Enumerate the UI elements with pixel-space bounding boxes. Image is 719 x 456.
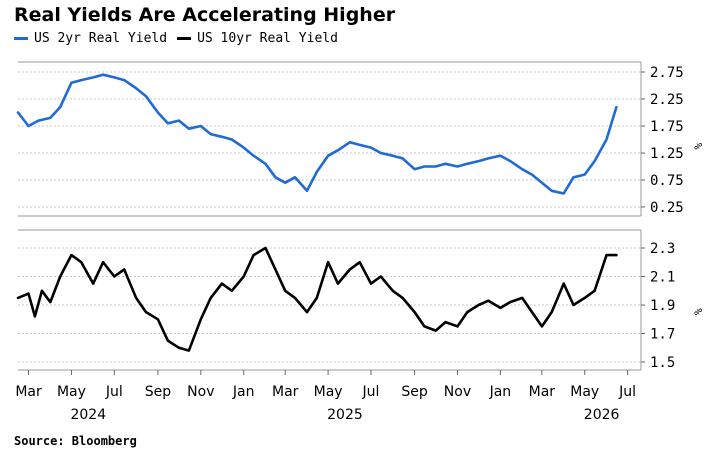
top-y-tick-label: 2.75 (650, 65, 684, 81)
x-tick-label: Jul (618, 384, 636, 400)
legend-swatch-2yr (14, 37, 28, 40)
x-tick-label: Mar (272, 384, 299, 400)
top-y-tick-label: 0.75 (650, 173, 684, 189)
x-tick-label: Jan (232, 384, 255, 400)
top-unit-label: % (692, 143, 705, 150)
top-y-tick-label: 0.25 (650, 200, 684, 216)
legend-swatch-10yr (177, 37, 192, 40)
x-tick-label: Jul (362, 384, 380, 400)
x-tick-label: May (570, 384, 599, 400)
x-tick-label: Jul (105, 384, 123, 400)
bottom-y-tick-label: 1.7 (650, 327, 675, 343)
top-y-tick-label: 2.25 (650, 92, 684, 108)
x-tick-label: May (57, 384, 86, 400)
legend: US 2yr Real Yield US 10yr Real Yield (14, 31, 338, 46)
x-tick-label: Mar (15, 384, 42, 400)
legend-label-10yr: US 10yr Real Yield (197, 31, 338, 46)
x-tick-label: Nov (444, 384, 471, 400)
x-tick-label: Mar (529, 384, 556, 400)
x-tick-label: May (314, 384, 343, 400)
x-year-label: 2026 (584, 407, 620, 423)
top-y-tick-label: 1.25 (650, 146, 684, 162)
x-tick-label: Nov (187, 384, 214, 400)
x-tick-label: Sep (145, 384, 172, 400)
bottom-y-tick-label: 2.3 (650, 241, 675, 257)
legend-item-2yr: US 2yr Real Yield (14, 31, 167, 46)
top-y-tick-label: 1.75 (650, 119, 684, 135)
chart-title: Real Yields Are Accelerating Higher (14, 4, 396, 26)
bottom-unit-label: % (692, 308, 705, 315)
x-year-label: 2025 (327, 407, 363, 423)
x-tick-label: Sep (401, 384, 428, 400)
top-series-line (16, 73, 618, 195)
bottom-y-tick-label: 1.9 (650, 298, 675, 314)
bottom-y-tick-label: 2.1 (650, 270, 675, 286)
legend-item-10yr: US 10yr Real Yield (177, 31, 338, 46)
x-tick-label: Jan (489, 384, 512, 400)
source-note: Source: Bloomberg (14, 434, 137, 448)
x-year-label: 2024 (70, 407, 106, 423)
bottom-series-line (16, 246, 618, 352)
bottom-y-tick-label: 1.5 (650, 355, 675, 371)
legend-label-2yr: US 2yr Real Yield (34, 31, 168, 46)
